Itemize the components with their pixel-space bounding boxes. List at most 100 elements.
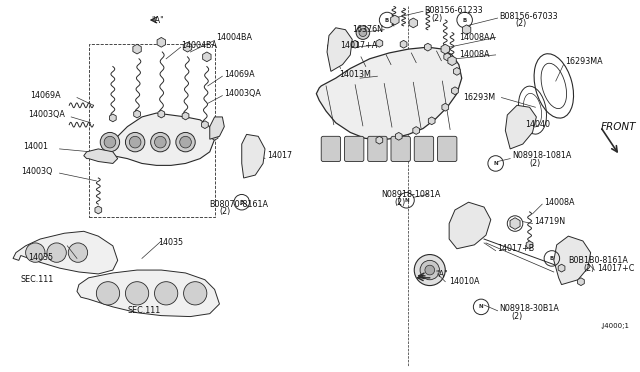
Polygon shape bbox=[506, 105, 536, 149]
Text: "A": "A" bbox=[152, 16, 164, 25]
Polygon shape bbox=[441, 44, 449, 54]
Polygon shape bbox=[442, 103, 449, 111]
Circle shape bbox=[129, 136, 141, 148]
Circle shape bbox=[356, 26, 370, 39]
Polygon shape bbox=[84, 149, 118, 163]
Polygon shape bbox=[424, 43, 431, 51]
Text: 14004BA: 14004BA bbox=[216, 33, 253, 42]
Text: N08918-30B1A: N08918-30B1A bbox=[500, 304, 559, 313]
Polygon shape bbox=[93, 113, 214, 166]
Text: SEC.111: SEC.111 bbox=[127, 306, 161, 315]
Circle shape bbox=[150, 132, 170, 152]
Polygon shape bbox=[182, 112, 189, 120]
Text: 16376N: 16376N bbox=[352, 25, 383, 34]
Text: 14003Q: 14003Q bbox=[20, 167, 52, 176]
Polygon shape bbox=[95, 206, 102, 214]
Text: 14017: 14017 bbox=[267, 151, 292, 160]
Text: B08070-8161A: B08070-8161A bbox=[209, 200, 268, 209]
Polygon shape bbox=[376, 39, 383, 47]
Text: 14069A: 14069A bbox=[31, 91, 61, 100]
Text: "A": "A" bbox=[436, 270, 449, 279]
Circle shape bbox=[176, 132, 195, 152]
Circle shape bbox=[420, 260, 440, 280]
Text: (2): (2) bbox=[220, 208, 230, 217]
Polygon shape bbox=[413, 126, 420, 134]
Polygon shape bbox=[400, 41, 407, 48]
Polygon shape bbox=[352, 41, 358, 48]
Text: 14017+A: 14017+A bbox=[340, 41, 378, 50]
Text: 16293M: 16293M bbox=[463, 93, 495, 102]
Text: FRONT: FRONT bbox=[600, 122, 636, 132]
Polygon shape bbox=[109, 114, 116, 122]
Polygon shape bbox=[526, 241, 533, 249]
Circle shape bbox=[425, 265, 435, 275]
Polygon shape bbox=[444, 53, 451, 61]
Polygon shape bbox=[577, 278, 584, 286]
Polygon shape bbox=[376, 136, 383, 144]
Text: 16293MA: 16293MA bbox=[565, 57, 603, 66]
Circle shape bbox=[26, 243, 45, 262]
Text: B: B bbox=[550, 256, 554, 261]
Circle shape bbox=[154, 282, 178, 305]
Circle shape bbox=[104, 136, 116, 148]
Text: 14003QA: 14003QA bbox=[224, 89, 261, 98]
Text: 14008AA: 14008AA bbox=[459, 33, 495, 42]
Text: (2): (2) bbox=[394, 198, 405, 207]
Polygon shape bbox=[133, 44, 141, 54]
Text: (2): (2) bbox=[529, 159, 541, 168]
Text: B: B bbox=[463, 17, 467, 23]
Text: 14035: 14035 bbox=[29, 253, 54, 262]
Circle shape bbox=[47, 243, 67, 262]
Polygon shape bbox=[454, 67, 460, 75]
Polygon shape bbox=[202, 121, 208, 129]
Text: 14010A: 14010A bbox=[449, 277, 479, 286]
FancyBboxPatch shape bbox=[368, 136, 387, 161]
FancyBboxPatch shape bbox=[414, 136, 434, 161]
Polygon shape bbox=[390, 15, 399, 25]
Polygon shape bbox=[203, 52, 211, 62]
Text: 14004BA: 14004BA bbox=[182, 41, 218, 50]
Circle shape bbox=[125, 132, 145, 152]
Polygon shape bbox=[210, 117, 224, 139]
Circle shape bbox=[125, 282, 148, 305]
Text: 14001: 14001 bbox=[22, 142, 48, 151]
Polygon shape bbox=[316, 47, 461, 140]
Polygon shape bbox=[13, 231, 118, 274]
Text: N08918-1081A: N08918-1081A bbox=[381, 190, 441, 199]
Circle shape bbox=[97, 282, 120, 305]
Polygon shape bbox=[77, 270, 220, 317]
FancyBboxPatch shape bbox=[438, 136, 457, 161]
Circle shape bbox=[68, 243, 88, 262]
Circle shape bbox=[100, 132, 120, 152]
Text: 14008A: 14008A bbox=[459, 50, 490, 60]
Polygon shape bbox=[554, 236, 591, 285]
Polygon shape bbox=[448, 56, 456, 65]
Text: 14017+C: 14017+C bbox=[597, 264, 635, 273]
Polygon shape bbox=[211, 132, 218, 140]
Polygon shape bbox=[462, 25, 471, 35]
Text: SEC.111: SEC.111 bbox=[20, 275, 54, 284]
Text: N: N bbox=[493, 161, 498, 166]
Polygon shape bbox=[157, 38, 166, 47]
FancyBboxPatch shape bbox=[344, 136, 364, 161]
Text: (2): (2) bbox=[515, 19, 526, 28]
Polygon shape bbox=[449, 202, 491, 249]
Text: B: B bbox=[385, 17, 389, 23]
FancyBboxPatch shape bbox=[391, 136, 410, 161]
Polygon shape bbox=[183, 42, 191, 52]
Text: N: N bbox=[479, 304, 483, 310]
Polygon shape bbox=[328, 43, 334, 51]
Text: .J4000;1: .J4000;1 bbox=[600, 323, 629, 329]
Text: 14008A: 14008A bbox=[544, 198, 575, 207]
Text: N08918-1081A: N08918-1081A bbox=[512, 151, 572, 160]
Circle shape bbox=[180, 136, 191, 148]
Text: 14003QA: 14003QA bbox=[29, 110, 65, 119]
Polygon shape bbox=[396, 132, 402, 140]
Text: (2): (2) bbox=[432, 13, 443, 23]
Polygon shape bbox=[327, 28, 352, 71]
Circle shape bbox=[184, 282, 207, 305]
Text: 14013M: 14013M bbox=[339, 70, 371, 79]
Text: 14069A: 14069A bbox=[224, 70, 255, 79]
Polygon shape bbox=[558, 264, 565, 272]
Polygon shape bbox=[510, 218, 520, 230]
